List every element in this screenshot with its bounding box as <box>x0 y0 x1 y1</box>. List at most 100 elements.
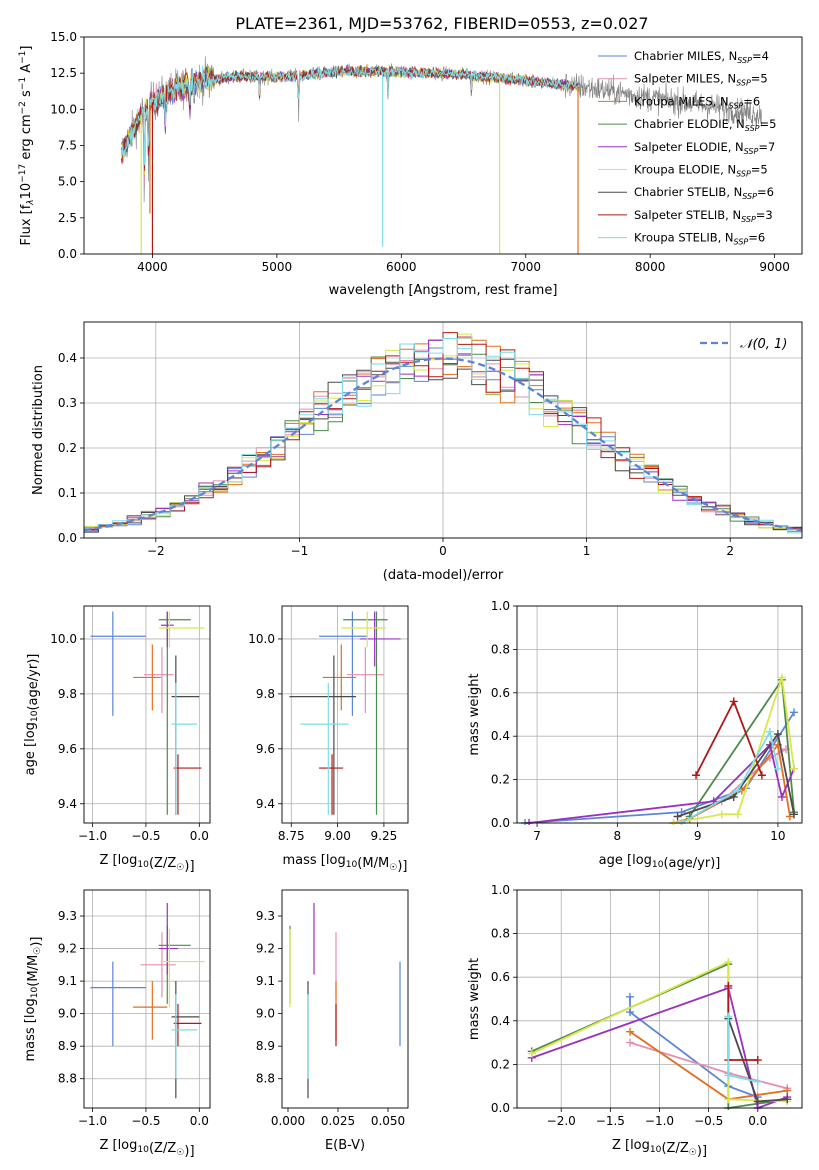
age-vs-mass-border <box>281 605 409 824</box>
x-tick-label: 10 <box>770 829 785 843</box>
spectrum-frame: 4000 5000 6000 7000 8000 9000 0.0 2.5 5.0 7.5 10.0… <box>50 30 790 274</box>
y-tick-label: 8.8 <box>256 1072 275 1086</box>
label-subscript: ☉ <box>33 947 43 955</box>
legend-label: Salpeter ELODIE, N <box>634 140 744 154</box>
y-tick-label: 9.3 <box>256 909 275 923</box>
label-part: age [ <box>23 742 38 775</box>
y-tick-label: 10.0 <box>50 102 77 116</box>
weight-vs-Z-border <box>516 889 803 1109</box>
label-part: mass [ <box>283 853 326 868</box>
legend-subscript: SSP <box>742 192 757 201</box>
label-part: log <box>118 1138 138 1153</box>
label-part: (Z/Z <box>661 1141 688 1156</box>
series-marker <box>724 1095 733 1104</box>
legend-subscript: SSP <box>736 170 751 179</box>
data-point <box>173 754 202 815</box>
y-tick-label: 0.0 <box>491 1101 510 1115</box>
weight-vs-age-border <box>516 605 803 824</box>
x-tick-label: 0.0 <box>190 829 209 843</box>
label-part: E(B-V) <box>325 1138 365 1153</box>
label-part: )] <box>697 1144 707 1159</box>
series-marker <box>729 697 738 706</box>
label-part: log <box>632 853 652 868</box>
series-marker <box>733 810 742 819</box>
age-vs-mass-plot-area <box>289 611 401 815</box>
data-point <box>160 611 174 648</box>
age-vs-Z-frame: −1.0 −0.5 0.0 9.4 9.6 9.8 10.0 <box>50 606 210 843</box>
label-part: log <box>23 998 38 1018</box>
series-marker <box>626 1027 635 1036</box>
series-marker <box>753 1056 762 1065</box>
label-part: log <box>630 1138 650 1153</box>
y-tick-label: 9.8 <box>58 687 77 701</box>
label-part: −1 <box>18 51 28 64</box>
series-marker <box>729 792 738 801</box>
label-part: (Z/Z <box>149 856 176 871</box>
y-tick-label: 9.6 <box>256 742 275 756</box>
x-tick-label: 1 <box>583 544 591 558</box>
data-point <box>158 611 205 648</box>
x-tick-label: −1 <box>291 544 309 558</box>
legend-subscript: SSP <box>734 238 749 247</box>
mass-vs-Z-frame: −1.0 −0.5 0.0 8.8 8.9 9.0 9.1 9.2 9.3 <box>58 890 210 1128</box>
y-tick-label: 9.4 <box>58 797 77 811</box>
y-tick-label: 10.0 <box>50 632 77 646</box>
x-tick-label: −2 <box>147 544 165 558</box>
age-vs-Z-plot-area <box>90 611 205 815</box>
legend-entry: Chabrier MILES, NSSP=4 <box>634 49 769 65</box>
y-tick-label: 0.0 <box>491 816 510 830</box>
legend-label: Salpeter MILES, N <box>634 72 736 86</box>
label-part: (age/yr)] <box>663 856 720 871</box>
plot-layer: 4000 5000 6000 7000 8000 90000.02.55.07.510.0… <box>18 30 803 1159</box>
data-point <box>322 644 357 711</box>
legend-subscript: SSP <box>744 147 759 156</box>
series-marker <box>753 1097 762 1106</box>
x-tick-label: 8 <box>614 829 622 843</box>
y-tick-label: 0.8 <box>491 642 510 656</box>
label-part: (M/M <box>357 856 389 871</box>
data-point <box>143 647 174 714</box>
y-tick-label: 0.1 <box>58 486 77 500</box>
label-part: s <box>19 90 34 101</box>
label-subscript: ☉ <box>689 1148 697 1158</box>
mass-vs-Z-x-axis-label: Z [log10(Z/Z☉)] <box>99 1138 194 1159</box>
label-subscript: ☉ <box>389 863 397 873</box>
series-marker <box>717 810 726 819</box>
series-marker <box>789 810 798 819</box>
x-tick-label: 4000 <box>137 260 168 274</box>
series-marker <box>777 792 786 801</box>
x-tick-label: 2 <box>726 544 734 558</box>
age-vs-Z-border <box>83 605 211 824</box>
label-part: 10 <box>19 183 34 200</box>
y-tick-label: 8.9 <box>58 1039 77 1053</box>
label-part: −2 <box>18 101 28 114</box>
label-part: )] <box>397 859 407 874</box>
x-tick-label: −0.5 <box>131 829 160 843</box>
legend-entry: Kroupa MILES, NSSP=6 <box>634 94 760 110</box>
series-marker <box>753 1077 762 1086</box>
y-tick-label: 0.4 <box>491 1014 510 1028</box>
series-marker <box>724 981 733 990</box>
legend-label: Kroupa ELODIE, N <box>634 163 736 177</box>
x-tick-label: 7 <box>533 829 541 843</box>
legend-label: Chabrier MILES, N <box>634 49 737 63</box>
normal-reference-curve <box>84 357 802 532</box>
series-marker <box>785 812 794 821</box>
series-marker <box>789 708 798 717</box>
mass-vs-EBV-frame: 0.000 0.025 0.050 8.8 8.9 9.0 9.1 9.2 9.3 <box>256 909 405 1128</box>
label-part: log <box>23 722 38 742</box>
x-tick-label: −0.5 <box>694 1114 723 1128</box>
legend-count: =6 <box>743 94 760 108</box>
spectrum-legend: Chabrier MILES, NSSP=4 Salpeter MILES, N S… <box>598 49 776 247</box>
label-part: (age/yr)] <box>26 654 41 711</box>
mass-vs-EBV-plot-area <box>289 903 401 1099</box>
label-part: −17 <box>18 164 28 183</box>
x-tick-label: 0.0 <box>748 1114 767 1128</box>
x-tick-label: 0 <box>439 544 447 558</box>
y-tick-label: 8.9 <box>256 1039 275 1053</box>
label-part: log <box>118 853 138 868</box>
series-line <box>629 996 759 1098</box>
y-tick-label: 9.4 <box>256 797 275 811</box>
age-vs-Z-y-axis-label: age [log10(age/yr)] <box>23 654 41 776</box>
label-part: Z [ <box>99 853 117 868</box>
